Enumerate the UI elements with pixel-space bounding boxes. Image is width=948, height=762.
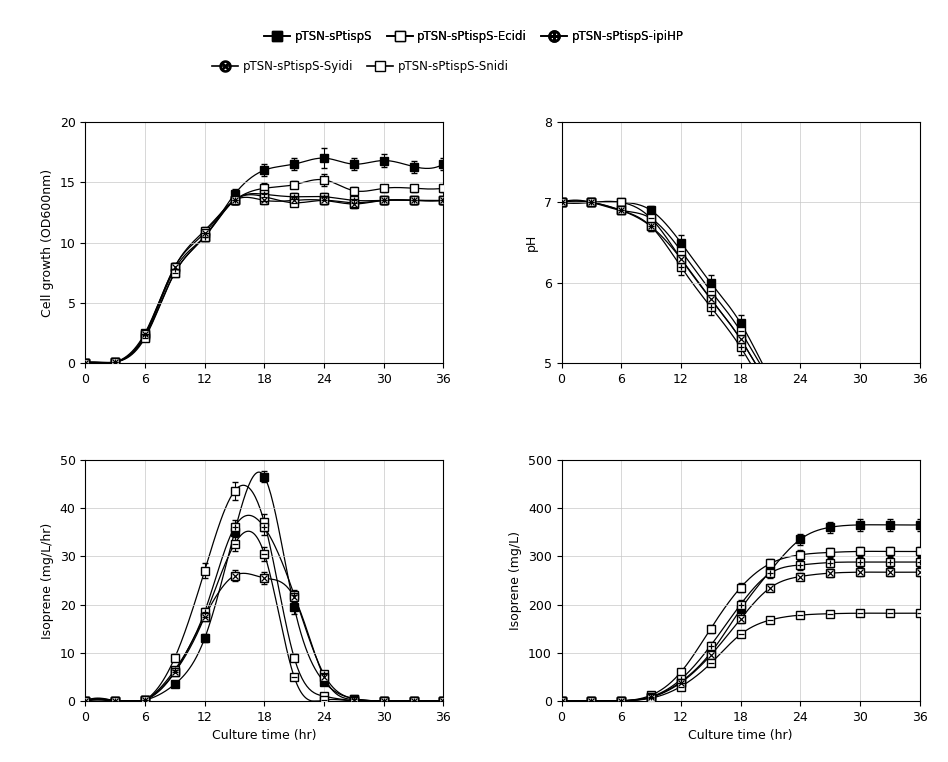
Y-axis label: Cell growth (OD600nm): Cell growth (OD600nm) xyxy=(41,168,54,317)
Y-axis label: pH: pH xyxy=(525,234,538,251)
X-axis label: Culture time (hr): Culture time (hr) xyxy=(688,729,793,742)
Y-axis label: Isoprene (mg/L): Isoprene (mg/L) xyxy=(509,531,522,630)
Legend: pTSN-sPtispS-Syidi, pTSN-sPtispS-Snidi: pTSN-sPtispS-Syidi, pTSN-sPtispS-Snidi xyxy=(207,56,514,78)
Legend: pTSN-sPtispS, pTSN-sPtispS-Ecidi, pTSN-sPtispS-ipiHP: pTSN-sPtispS, pTSN-sPtispS-Ecidi, pTSN-s… xyxy=(260,25,688,47)
Y-axis label: Isoprene (mg/L/hr): Isoprene (mg/L/hr) xyxy=(41,522,54,639)
X-axis label: Culture time (hr): Culture time (hr) xyxy=(212,729,317,742)
